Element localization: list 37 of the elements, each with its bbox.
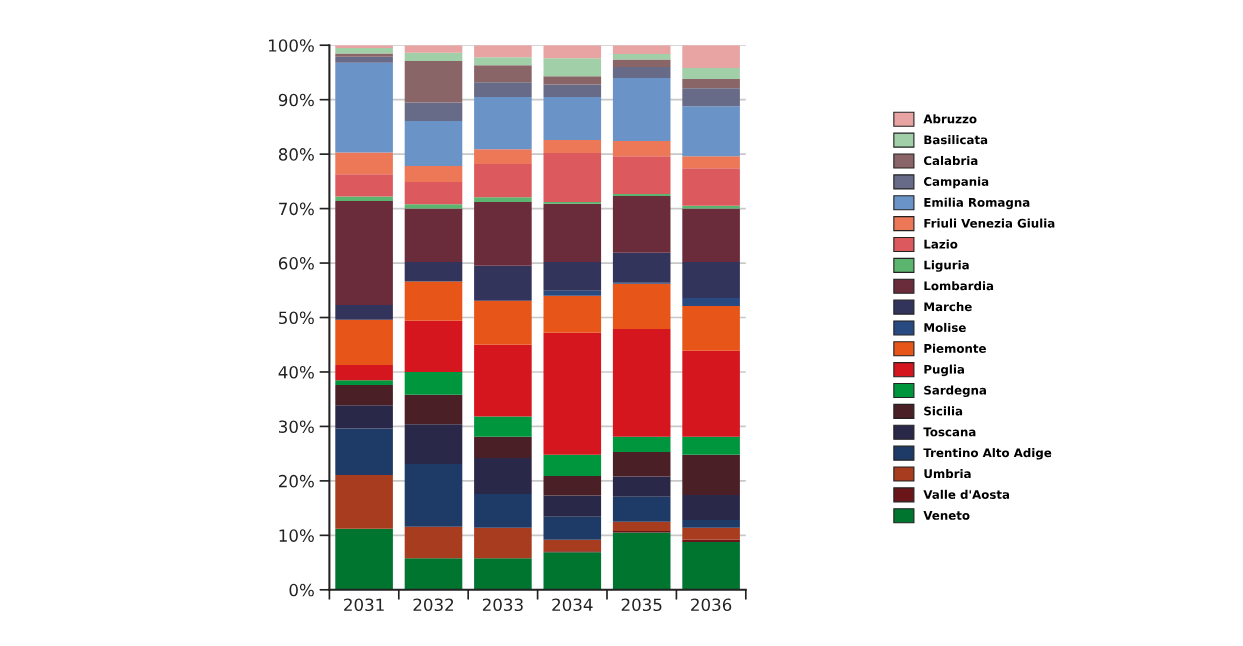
legend-label: Marche (924, 302, 972, 312)
legend-label: Sardegna (924, 385, 986, 397)
legend-label: Lombardia (924, 281, 994, 291)
y-tick-label: 30% (279, 420, 314, 433)
legend-label: Abruzzo (923, 114, 977, 124)
legend-label: Puglia (924, 364, 964, 377)
legend-label: Molise (924, 322, 966, 333)
legend-label: Umbria (924, 468, 971, 479)
x-tick-label: 2035 (621, 598, 662, 612)
y-tick-label: 100% (268, 39, 314, 52)
x-tick-label: 2032 (413, 598, 454, 612)
y-tick-label: 20% (278, 474, 314, 488)
y-tick-label: 40% (278, 365, 314, 379)
y-tick-label: 80% (278, 148, 314, 161)
y-tick-label: 10% (279, 529, 314, 542)
legend-label: Trentino Alto Adige (923, 448, 1052, 460)
legend-label: Piemonte (924, 343, 986, 353)
legend-label: Sicilia (924, 406, 963, 416)
y-tick-label: 70% (279, 202, 314, 216)
y-tick-label: 60% (278, 257, 314, 270)
y-tick-label: 50% (279, 311, 314, 325)
legend-label: Friuli Venezia Giulia (924, 218, 1055, 228)
legend-label: Toscana (923, 427, 976, 437)
x-tick-label: 2034 (552, 598, 593, 612)
legend-label: Veneto (923, 511, 970, 520)
x-tick-label: 2033 (482, 598, 523, 612)
legend-label: Lazio (924, 239, 958, 249)
y-tick-label: 90% (278, 93, 314, 107)
x-tick-label: 2036 (691, 598, 732, 612)
legend-label: Campania (923, 176, 989, 189)
x-tick-label: 2031 (344, 598, 384, 612)
legend-label: Emilia Romagna (924, 197, 1030, 210)
y-tick-label: 0% (289, 583, 314, 597)
legend-label: Calabria (923, 155, 978, 166)
legend-label: Valle d'Aosta (923, 489, 1010, 499)
legend-label: Liguria (924, 260, 969, 272)
legend-label: Basilicata (924, 135, 988, 145)
